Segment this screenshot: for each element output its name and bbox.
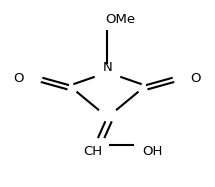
Text: CH: CH: [83, 145, 102, 158]
Text: O: O: [190, 72, 200, 85]
Text: OMe: OMe: [105, 13, 135, 26]
Text: N: N: [103, 61, 112, 74]
Text: O: O: [14, 72, 24, 85]
Text: OH: OH: [142, 145, 163, 158]
